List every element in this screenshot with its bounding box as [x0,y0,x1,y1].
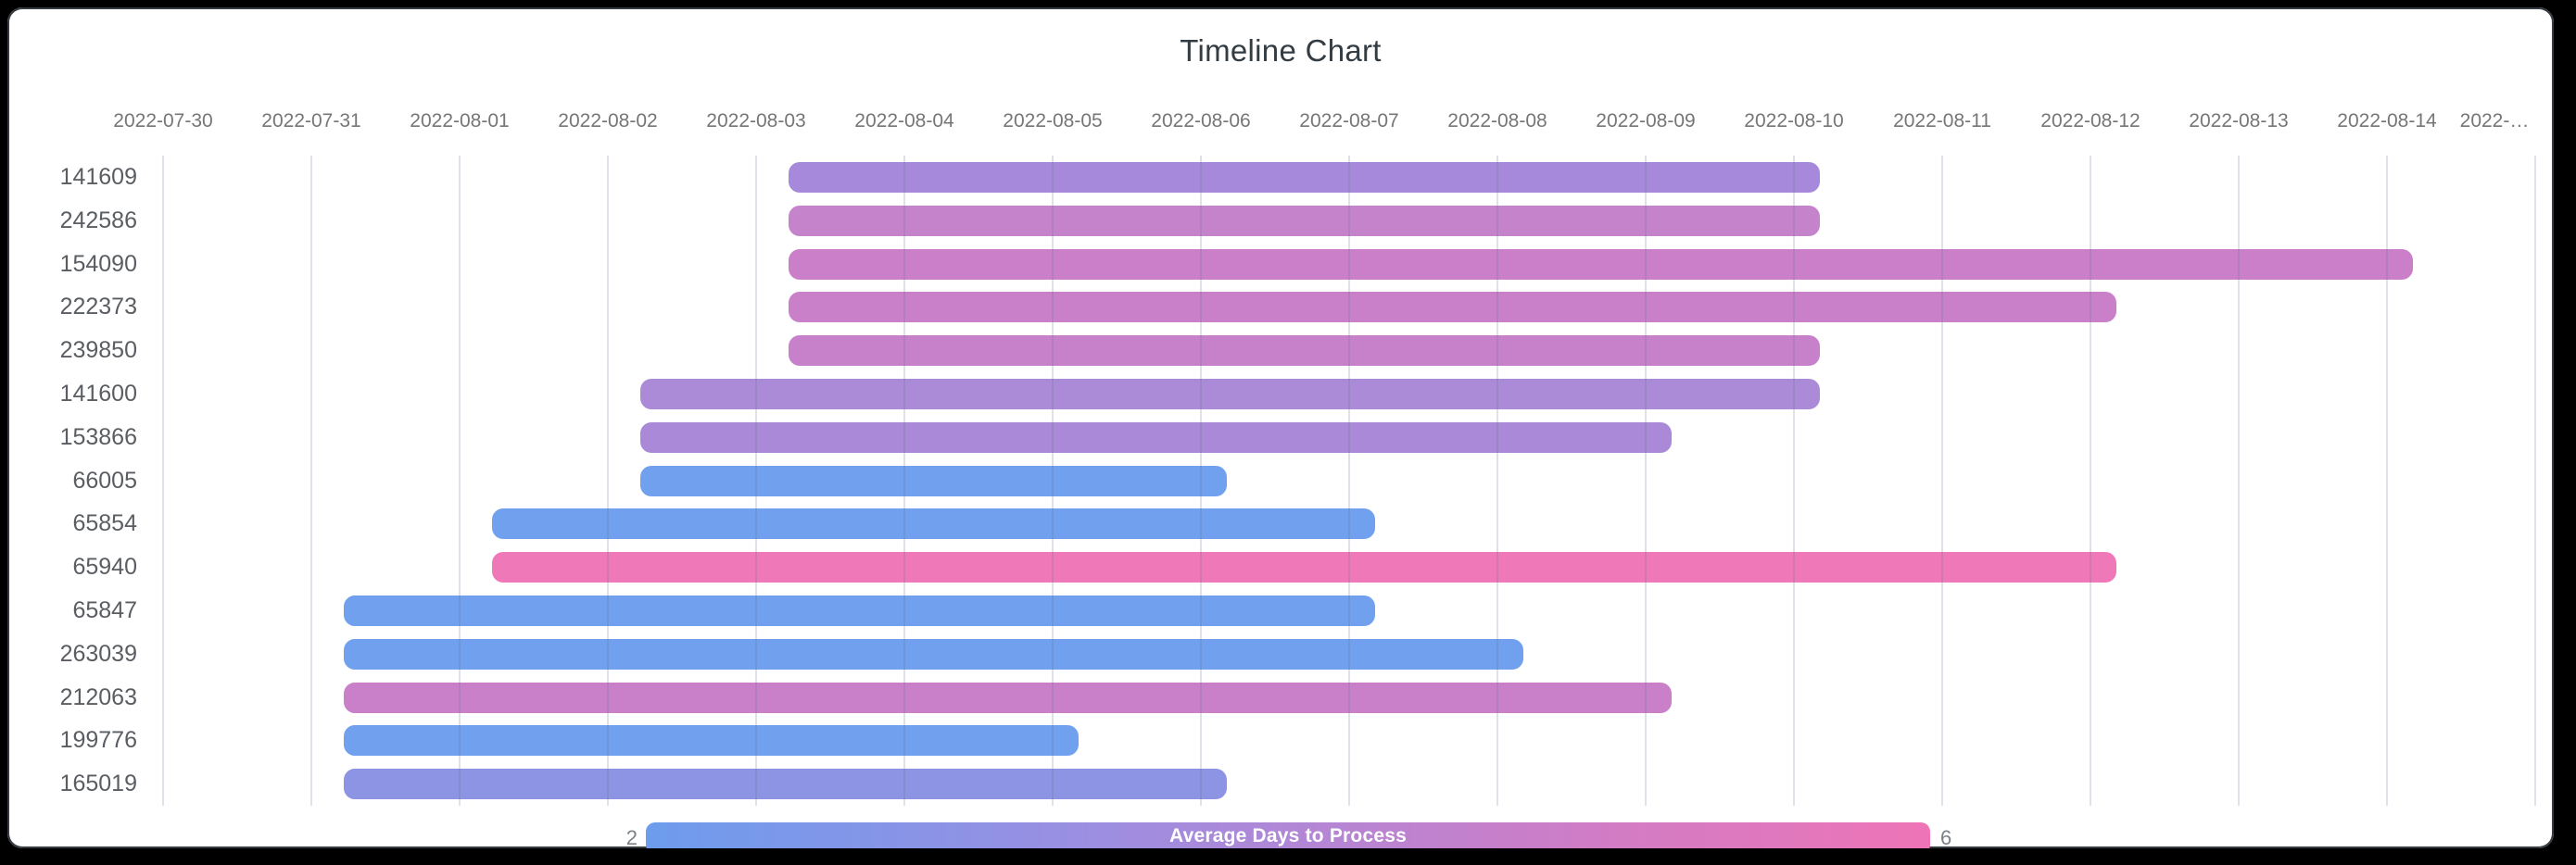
y-axis-label: 153866 [59,423,137,450]
x-axis-tick-label-overflow: 2022-… [2459,110,2530,132]
gridline [2238,156,2240,806]
y-axis-label: 141609 [59,164,137,190]
x-axis-tick-label: 2022-08-03 [706,110,806,132]
y-axis-label: 165019 [59,771,137,797]
gridline [2534,156,2536,806]
gridline [1645,156,1647,806]
y-axis-label: 65940 [72,554,137,581]
x-axis-tick-label: 2022-08-12 [2040,110,2140,132]
timeline-bar[interactable] [789,335,1820,367]
y-axis-label: 66005 [72,467,137,494]
timeline-bar[interactable] [640,421,1672,453]
x-axis-tick-label: 2022-08-07 [1299,110,1399,132]
timeline-bar[interactable] [344,682,1672,713]
x-axis-tick-label: 2022-08-10 [1744,110,1844,132]
y-axis-label: 212063 [59,683,137,710]
chart-panel: Timeline Chart 2022-07-30 2022-07-31 2022-… [7,7,2554,848]
gridline [1793,156,1795,806]
gridline [2386,156,2388,806]
gridline [162,156,164,806]
x-axis-tick-label: 2022-07-30 [113,110,213,132]
y-axis-label: 199776 [59,727,137,754]
legend-min-value: 2 [625,826,638,848]
x-axis-tick-label: 2022-08-13 [2189,110,2289,132]
x-axis-tick-label: 2022-08-09 [1596,110,1696,132]
timeline-bar[interactable] [344,769,1227,800]
timeline-bar[interactable] [492,508,1375,540]
x-axis-tick-label: 2022-08-06 [1151,110,1251,132]
legend-max-value: 6 [1940,826,1952,848]
gridline [903,156,905,806]
x-axis-tick-label: 2022-08-04 [854,110,954,132]
x-axis-tick-label: 2022-08-11 [1893,110,1991,132]
timeline-bar[interactable] [344,725,1079,757]
gridline [1200,156,1202,806]
gridline [1052,156,1054,806]
legend-gradient-bar: Average Days to Process [646,822,1930,848]
timeline-bar[interactable] [344,595,1375,626]
gridline [607,156,609,806]
gridline [1348,156,1350,806]
timeline-bar[interactable] [640,465,1227,496]
timeline-bar[interactable] [789,248,2413,280]
timeline-bar[interactable] [640,378,1820,409]
x-axis-tick-label: 2022-07-31 [261,110,361,132]
legend-title: Average Days to Process [1169,825,1407,846]
gridline [310,156,312,806]
y-axis-label: 65854 [72,510,137,537]
x-axis-tick-label: 2022-08-14 [2337,110,2437,132]
timeline-bar[interactable] [492,552,2116,583]
y-axis-label: 239850 [59,337,137,364]
y-axis-label: 65847 [72,597,137,623]
timeline-bar[interactable] [789,161,1820,193]
x-axis-tick-label: 2022-08-05 [1003,110,1103,132]
timeline-bar[interactable] [344,638,1523,670]
gridline [1496,156,1498,806]
y-axis-label: 141600 [59,381,137,407]
gridline [1941,156,1943,806]
timeline-bar[interactable] [789,292,2116,323]
y-axis-label: 154090 [59,250,137,277]
x-axis-tick-label: 2022-08-08 [1447,110,1547,132]
timeline-bar[interactable] [789,205,1820,236]
chart-title: Timeline Chart [1180,33,1382,68]
x-axis-tick-label: 2022-08-02 [558,110,658,132]
gridline [2090,156,2091,806]
x-axis-tick-label: 2022-08-01 [410,110,510,132]
y-axis-label: 242586 [59,207,137,233]
y-axis-label: 222373 [59,294,137,320]
gridline [459,156,461,806]
y-axis-label: 263039 [59,640,137,667]
gridline [755,156,757,806]
